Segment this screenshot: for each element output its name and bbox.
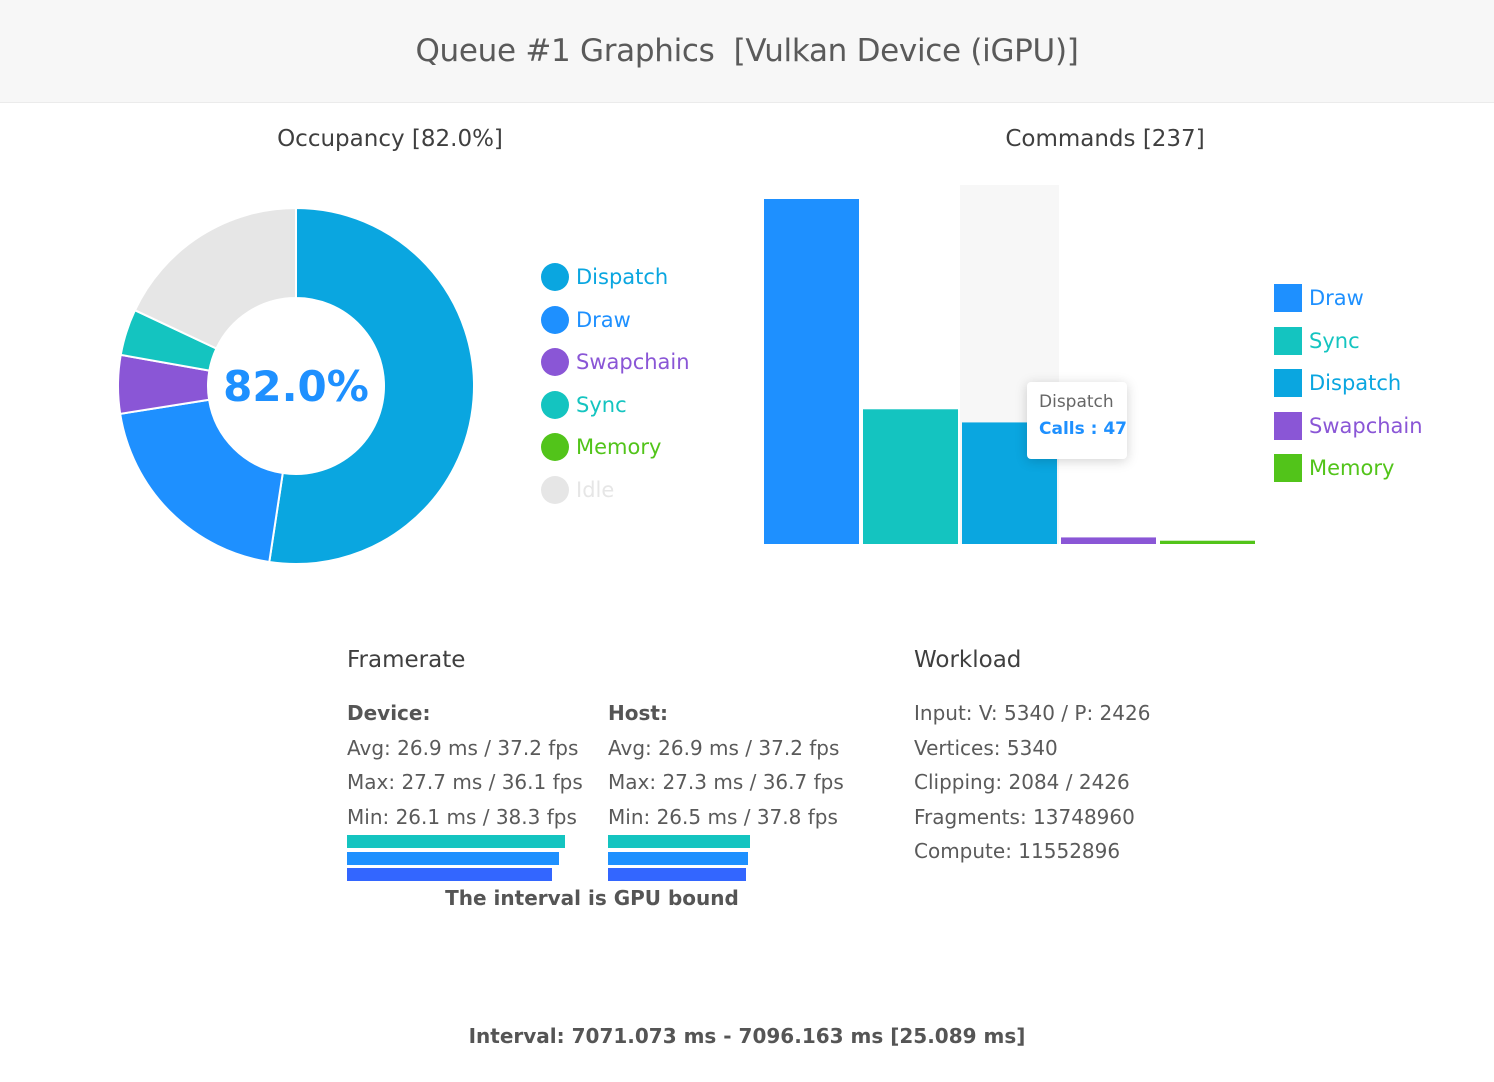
legend-item-memory[interactable]: Memory xyxy=(541,426,690,469)
legend-item-dispatch[interactable]: Dispatch xyxy=(1274,362,1423,405)
workload-title: Workload xyxy=(914,647,1022,673)
device-avg-bar xyxy=(347,851,559,865)
legend-label: Dispatch xyxy=(576,265,669,290)
commands-legend: Draw Sync Dispatch Swapchain Memory xyxy=(1274,277,1423,490)
workload-vertices: Vertices: 5340 xyxy=(914,735,1058,760)
legend-item-swapchain[interactable]: Swapchain xyxy=(541,341,690,384)
dispatch-square-icon xyxy=(1274,369,1302,398)
device-max: Max: 27.7 ms / 36.1 fps xyxy=(347,770,583,795)
occupancy-donut-chart[interactable]: 82.0% xyxy=(100,190,492,582)
donut-slice-idle[interactable] xyxy=(133,206,297,350)
commands-title: Commands [237] xyxy=(1005,126,1205,152)
memory-square-icon xyxy=(1274,454,1302,483)
workload-stats: Input: V: 5340 / P: 2426 Vertices: 5340 … xyxy=(914,698,1150,871)
host-max-bar xyxy=(608,835,750,848)
occupancy-title: Occupancy [82.0%] xyxy=(277,126,503,152)
idle-dot-icon xyxy=(541,475,569,504)
header-bar: Queue #1 Graphics [Vulkan Device (iGPU)] xyxy=(0,0,1494,103)
legend-item-sync[interactable]: Sync xyxy=(1274,320,1423,363)
host-max: Max: 27.3 ms / 36.7 fps xyxy=(608,770,844,795)
device-framerate-stats: Device: Avg: 26.9 ms / 37.2 fps Max: 27.… xyxy=(347,698,583,836)
sync-square-icon xyxy=(1274,326,1302,355)
device-min: Min: 26.1 ms / 38.3 fps xyxy=(347,804,577,829)
swapchain-square-icon xyxy=(1274,411,1302,440)
draw-dot-icon xyxy=(541,305,569,334)
tooltip-series-name: Dispatch xyxy=(1039,392,1114,412)
legend-label: Draw xyxy=(576,307,631,332)
gpu-bound-note: The interval is GPU bound xyxy=(445,886,739,910)
legend-label: Dispatch xyxy=(1309,371,1402,396)
swapchain-dot-icon xyxy=(541,348,569,377)
legend-item-swapchain[interactable]: Swapchain xyxy=(1274,405,1423,448)
workload-clipping: Clipping: 2084 / 2426 xyxy=(914,770,1130,795)
donut-slice-dispatch[interactable] xyxy=(268,206,475,565)
draw-square-icon xyxy=(1274,284,1302,313)
donut-slice-draw[interactable] xyxy=(119,398,284,564)
host-avg: Avg: 26.9 ms / 37.2 fps xyxy=(608,735,840,760)
page-title: Queue #1 Graphics [Vulkan Device (iGPU)] xyxy=(415,33,1079,69)
chart-tooltip: Dispatch Calls : 47 xyxy=(1027,382,1127,459)
bar-memory[interactable] xyxy=(1160,540,1255,544)
host-avg-bar xyxy=(608,851,748,865)
host-framerate-stats: Host: Avg: 26.9 ms / 37.2 fps Max: 27.3 … xyxy=(608,698,844,836)
bar-sync[interactable] xyxy=(863,409,958,544)
legend-item-draw[interactable]: Draw xyxy=(541,299,690,342)
legend-label: Memory xyxy=(1309,456,1395,481)
legend-label: Swapchain xyxy=(1309,413,1423,438)
legend-label: Swapchain xyxy=(576,350,690,375)
legend-item-memory[interactable]: Memory xyxy=(1274,447,1423,490)
workload-compute: Compute: 11552896 xyxy=(914,839,1121,864)
bar-swapchain[interactable] xyxy=(1061,537,1156,544)
legend-item-draw[interactable]: Draw xyxy=(1274,277,1423,320)
legend-item-dispatch[interactable]: Dispatch xyxy=(541,256,690,299)
occupancy-center-label: 82.0% xyxy=(223,362,369,411)
commands-bar-chart[interactable] xyxy=(760,180,1262,550)
workload-fragments: Fragments: 13748960 xyxy=(914,804,1135,829)
device-max-bar xyxy=(347,835,565,848)
bar-draw[interactable] xyxy=(764,199,859,544)
device-min-bar xyxy=(347,868,553,881)
host-min-bar xyxy=(608,868,746,881)
legend-label: Sync xyxy=(576,392,627,417)
host-heading: Host: xyxy=(608,701,668,725)
dispatch-dot-icon xyxy=(541,263,569,292)
legend-item-sync[interactable]: Sync xyxy=(541,384,690,427)
device-heading: Device: xyxy=(347,701,431,725)
host-frametime-bars xyxy=(608,835,750,885)
tooltip-value: Calls : 47 xyxy=(1039,419,1128,439)
interval-footer: Interval: 7071.073 ms - 7096.163 ms [25.… xyxy=(468,1024,1026,1048)
host-min: Min: 26.5 ms / 37.8 fps xyxy=(608,804,838,829)
device-frametime-bars xyxy=(347,835,565,885)
device-avg: Avg: 26.9 ms / 37.2 fps xyxy=(347,735,579,760)
framerate-title: Framerate xyxy=(347,647,466,673)
memory-dot-icon xyxy=(541,433,569,462)
legend-label: Sync xyxy=(1309,328,1360,353)
legend-label: Draw xyxy=(1309,286,1364,311)
sync-dot-icon xyxy=(541,390,569,419)
legend-label: Memory xyxy=(576,435,662,460)
legend-label: Idle xyxy=(576,477,615,502)
legend-item-idle[interactable]: Idle xyxy=(541,469,690,512)
workload-input: Input: V: 5340 / P: 2426 xyxy=(914,701,1151,725)
occupancy-legend: Dispatch Draw Swapchain Sync Memory Idle xyxy=(541,256,690,511)
